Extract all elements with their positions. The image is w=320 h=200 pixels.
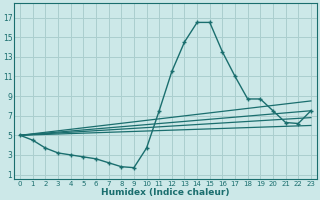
X-axis label: Humidex (Indice chaleur): Humidex (Indice chaleur) — [101, 188, 230, 197]
